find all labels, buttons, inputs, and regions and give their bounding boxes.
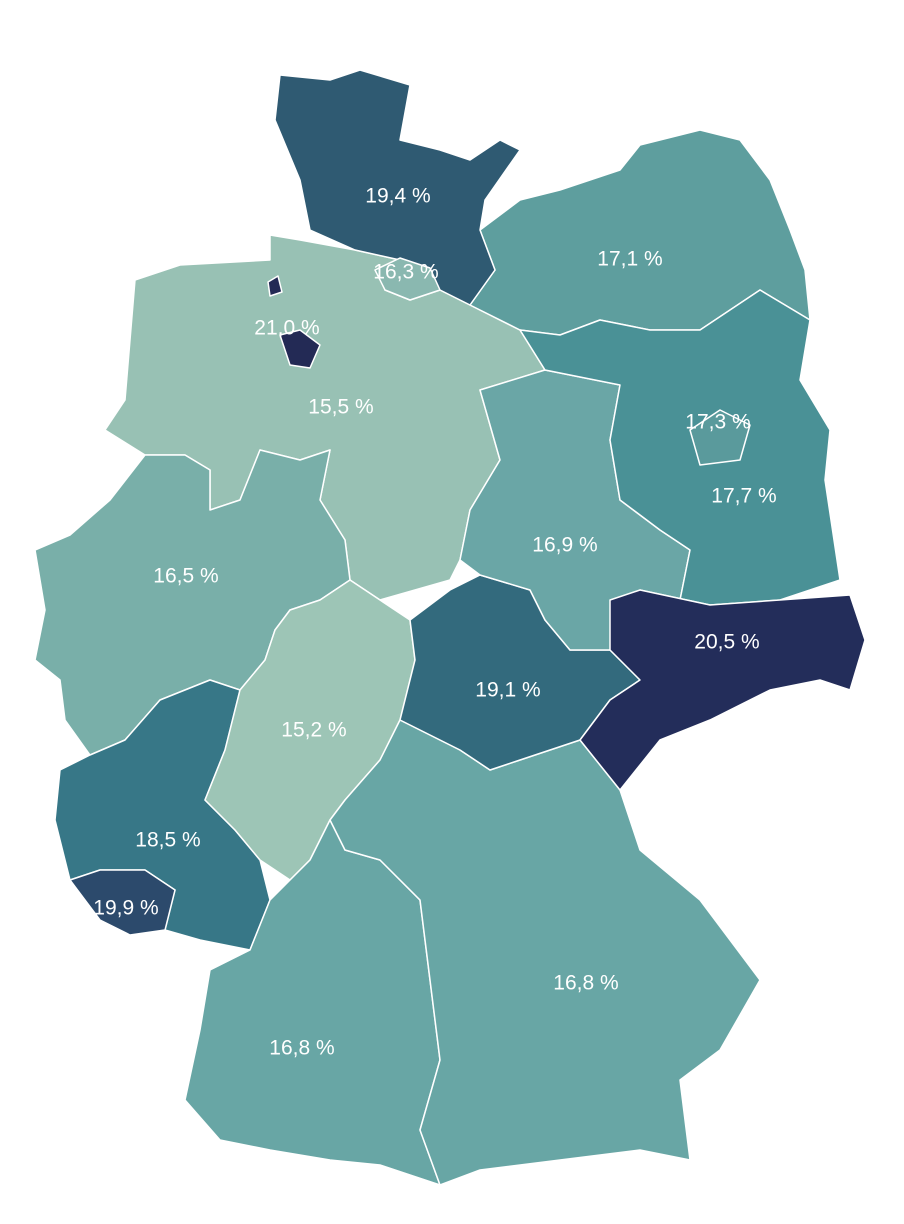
region-value-label: 21,0 %	[254, 317, 319, 340]
region-value-label: 16,9 %	[532, 534, 597, 557]
region-value-label: 15,2 %	[281, 719, 346, 742]
region-value-label: 20,5 %	[694, 631, 759, 654]
region	[274, 69, 521, 306]
region-value-label: 15,5 %	[308, 396, 373, 419]
region	[579, 589, 866, 791]
region-value-label: 17,1 %	[597, 248, 662, 271]
region-value-label: 17,7 %	[711, 485, 776, 508]
region-value-label: 16,3 %	[373, 261, 438, 284]
region	[689, 409, 751, 466]
region-value-label: 16,5 %	[153, 565, 218, 588]
region	[374, 257, 441, 301]
region-value-label: 18,5 %	[135, 829, 200, 852]
region-value-label: 16,8 %	[553, 972, 618, 995]
region	[69, 869, 176, 936]
region-value-label: 19,9 %	[93, 897, 158, 920]
region-value-label: 17,3 %	[685, 411, 750, 434]
region	[267, 275, 321, 369]
region-value-label: 19,4 %	[365, 185, 430, 208]
region-value-label: 16,8 %	[269, 1037, 334, 1060]
region-value-label: 19,1 %	[475, 679, 540, 702]
